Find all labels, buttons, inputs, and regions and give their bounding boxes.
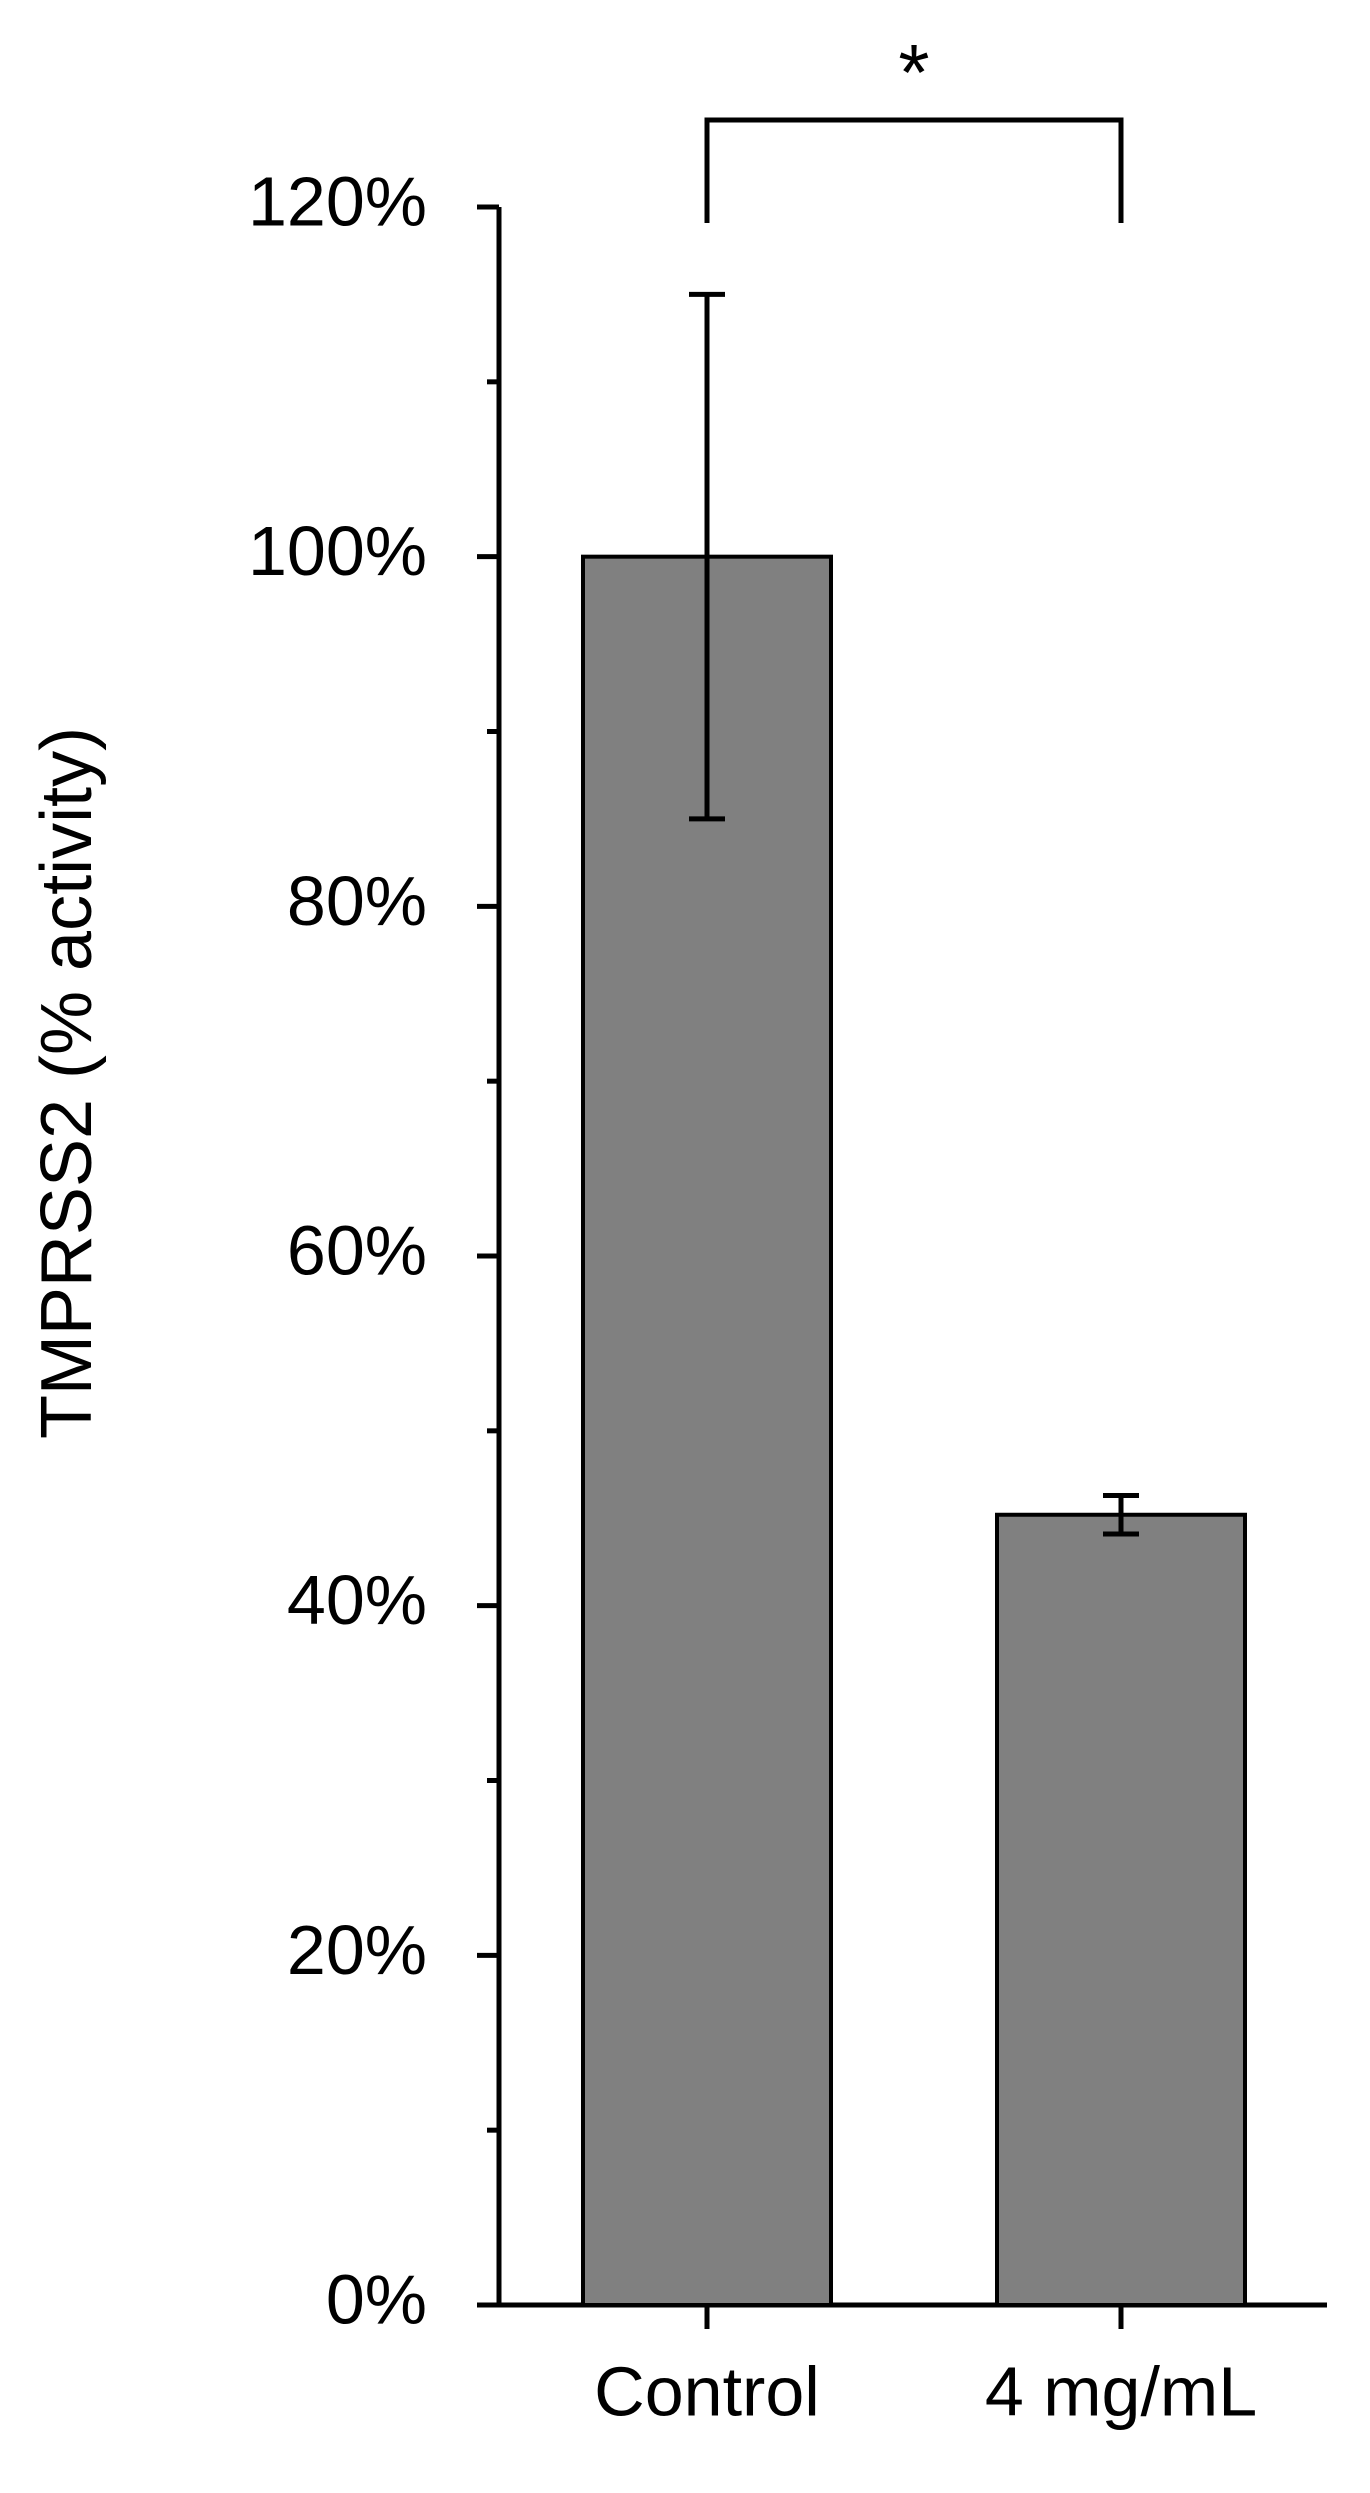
significance-bracket [704, 117, 1124, 223]
y-axis-label: TMPRSS2 (% activity) [27, 727, 107, 1439]
y-tick-label: 20% [287, 1911, 427, 1989]
y-tick-label: 40% [287, 1561, 427, 1639]
y-tick-label: 60% [287, 1211, 427, 1289]
y-tick-label: 80% [287, 862, 427, 940]
significance-marker: * [898, 28, 929, 117]
y-tick-label: 0% [326, 2260, 427, 2338]
bar [995, 1512, 1247, 2307]
bar [581, 554, 833, 2308]
x-tick-label: Control [594, 2352, 820, 2430]
y-tick-label: 100% [248, 512, 427, 590]
y-tick-label: 120% [248, 162, 427, 240]
x-tick-label: 4 mg/mL [985, 2352, 1257, 2430]
